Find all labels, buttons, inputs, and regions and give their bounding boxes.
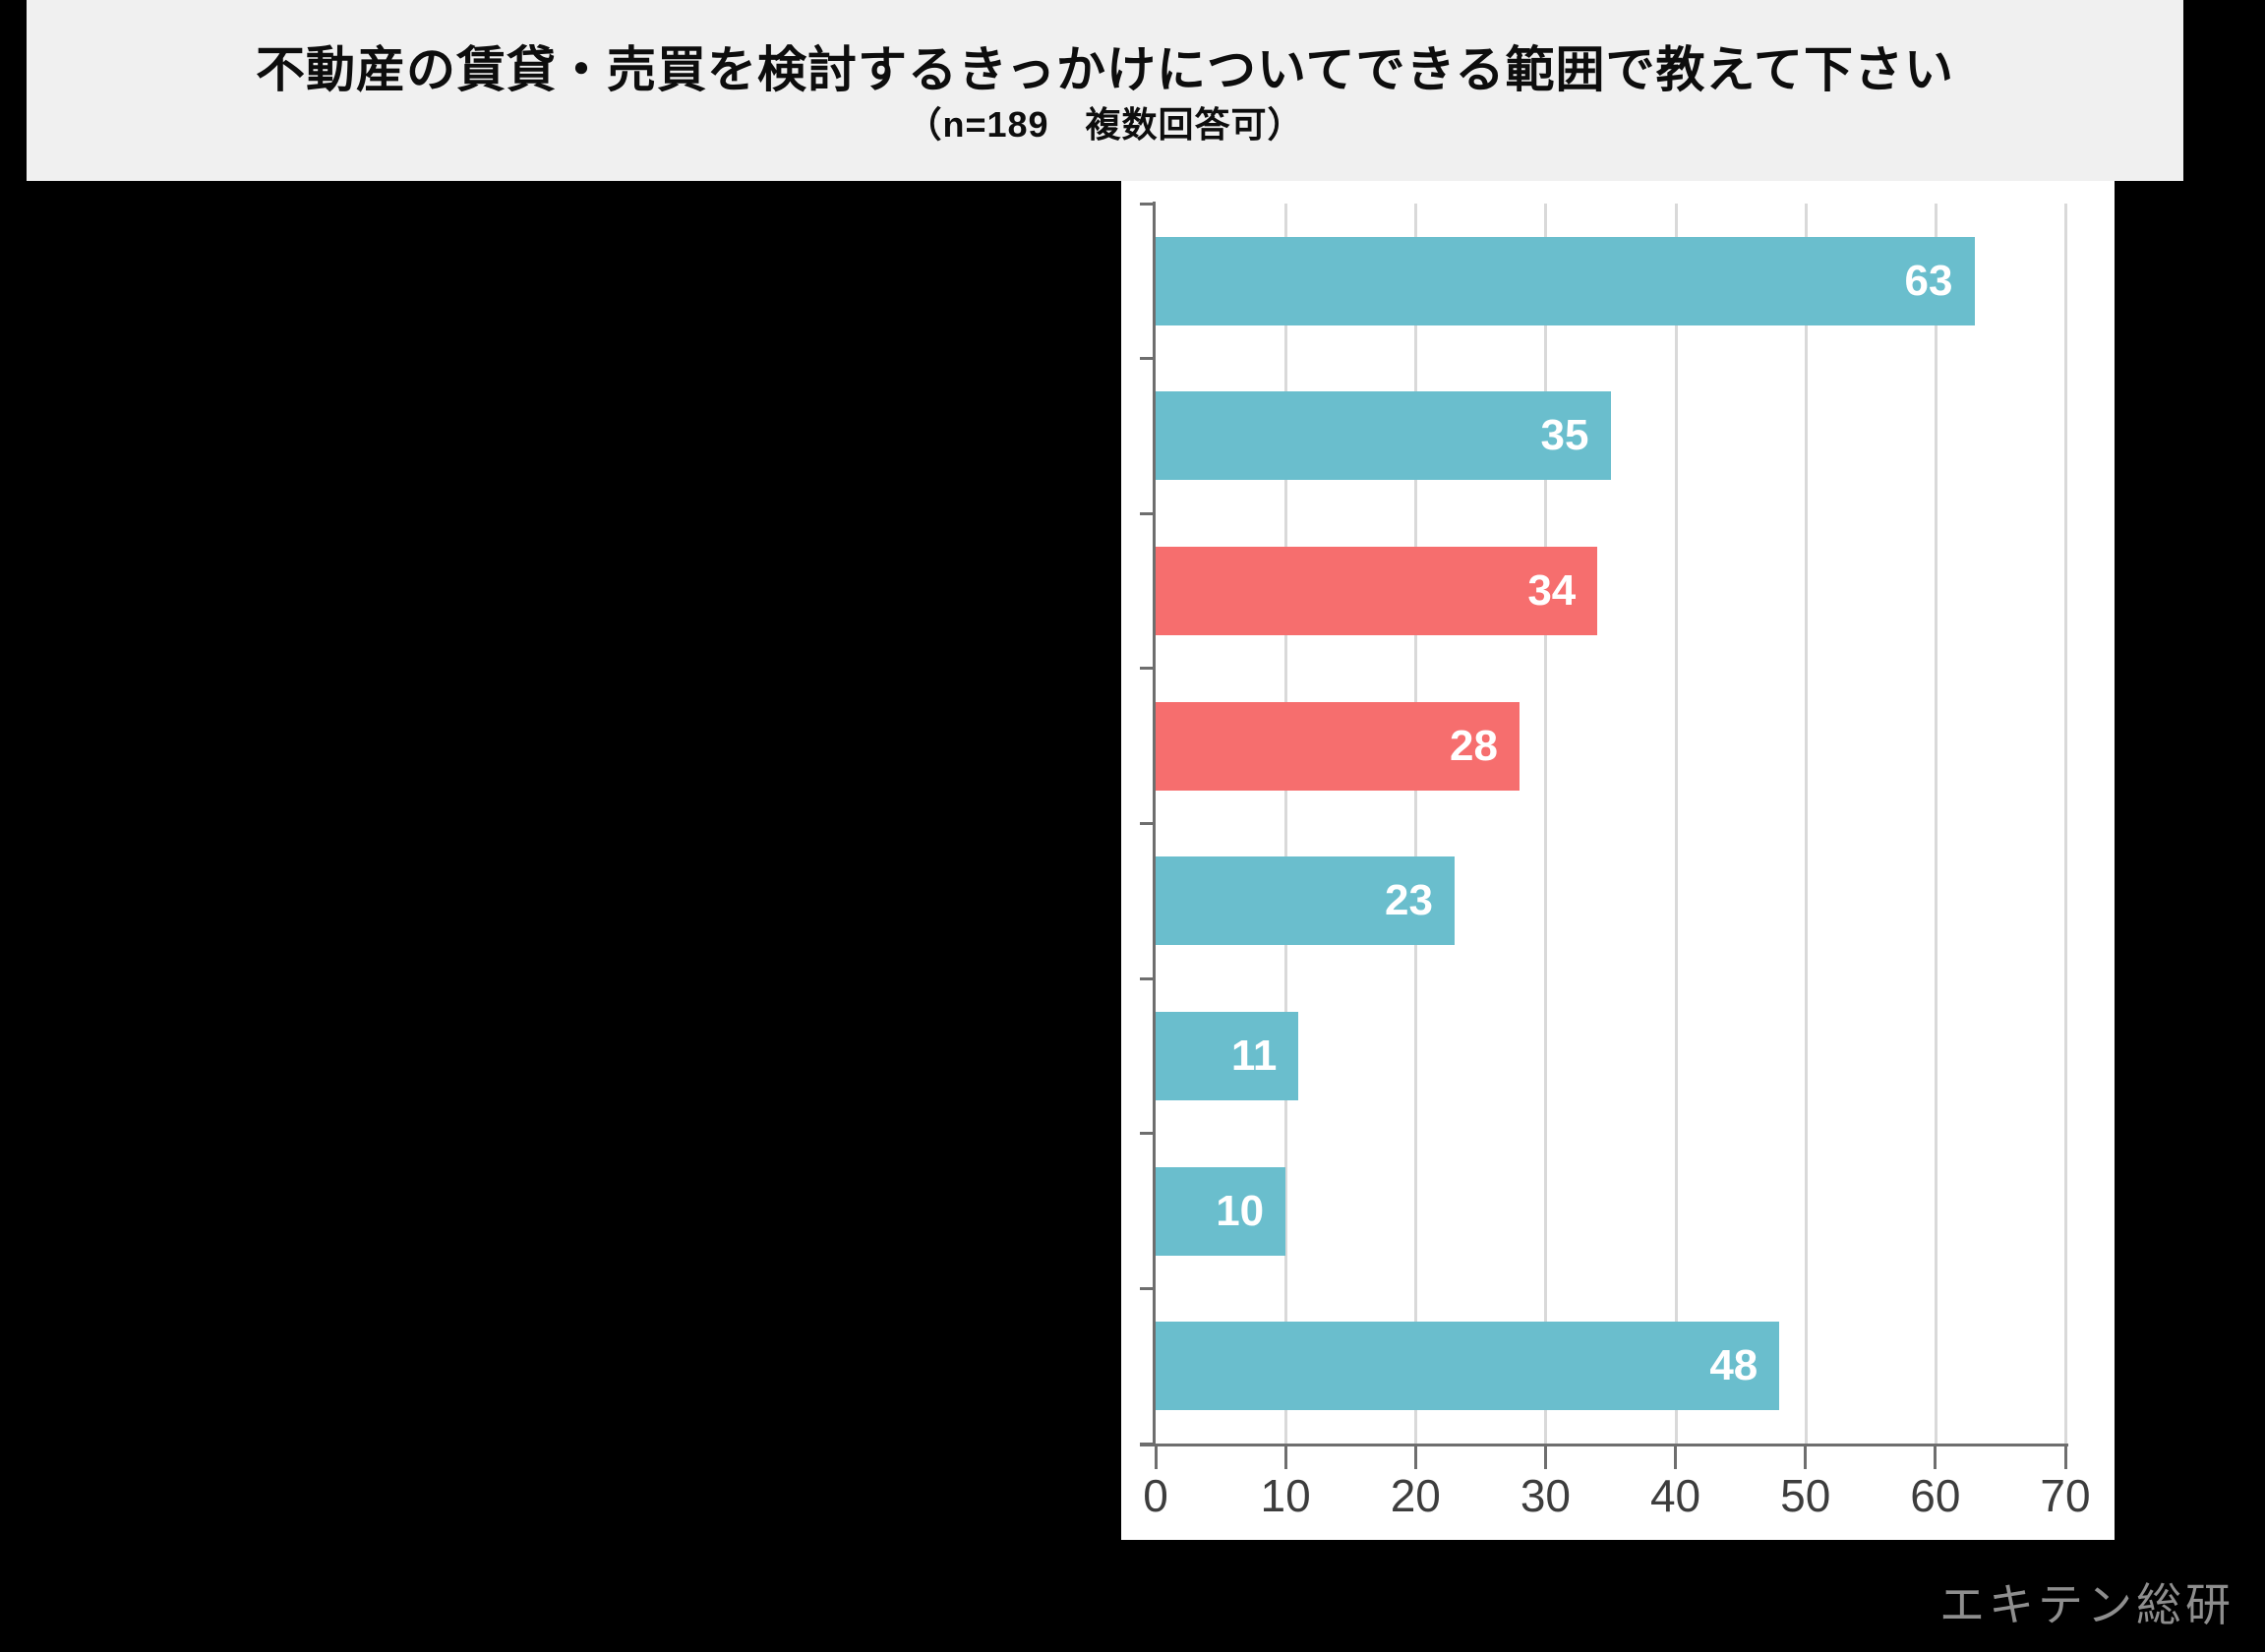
- bar: 28: [1156, 701, 1520, 791]
- x-axis-tick-label: 70: [2040, 1470, 2091, 1521]
- gridline: [1284, 204, 1288, 1444]
- x-axis-tick: [1283, 1444, 1287, 1469]
- x-axis-tick: [1804, 1444, 1808, 1469]
- bar: 23: [1156, 856, 1455, 946]
- bar: 11: [1156, 1011, 1299, 1100]
- x-axis-line: [1140, 1444, 2068, 1446]
- x-axis-tick: [1674, 1444, 1678, 1469]
- bar-value-label: 48: [1709, 1341, 1758, 1390]
- y-axis-tick: [1140, 1286, 1156, 1290]
- bar-value-label: 28: [1450, 721, 1498, 770]
- x-axis-tick: [1154, 1444, 1158, 1469]
- bar-value-label: 63: [1904, 256, 1953, 305]
- x-axis-tick: [1543, 1444, 1547, 1469]
- x-axis-tick-label: 10: [1260, 1470, 1311, 1521]
- bar: 10: [1156, 1166, 1286, 1256]
- gridline: [1674, 204, 1678, 1444]
- x-axis-tick-label: 30: [1520, 1470, 1572, 1521]
- bar-value-label: 10: [1216, 1186, 1265, 1235]
- bar: 35: [1156, 391, 1611, 481]
- gridline: [1934, 204, 1937, 1444]
- chart-title-band: 不動産の賃貸・売買を検討するきっかけについてできる範囲で教えて下さい （n=18…: [27, 0, 2183, 181]
- bar: 63: [1156, 236, 1975, 325]
- watermark-text: エキテン総研: [1939, 1579, 2235, 1630]
- gridline: [2064, 204, 2067, 1444]
- y-axis-tick: [1140, 1442, 1156, 1446]
- x-axis-tick-label: 60: [1910, 1470, 1961, 1521]
- x-axis-tick-label: 40: [1649, 1470, 1701, 1521]
- bar: 34: [1156, 547, 1598, 636]
- y-axis-tick: [1140, 202, 1156, 206]
- x-axis-tick: [2063, 1444, 2067, 1469]
- x-axis-tick: [1413, 1444, 1417, 1469]
- y-axis-tick: [1140, 976, 1156, 980]
- chart-subtitle: （n=189 複数回答可）: [906, 104, 1304, 145]
- y-axis-tick: [1140, 822, 1156, 825]
- y-axis-tick: [1140, 1132, 1156, 1136]
- gridline: [1544, 204, 1548, 1444]
- y-axis-tick: [1140, 667, 1156, 671]
- chart-title: 不動産の賃貸・売買を検討するきっかけについてできる範囲で教えて下さい: [256, 42, 1954, 97]
- x-axis-tick-label: 20: [1390, 1470, 1441, 1521]
- bar-value-label: 23: [1384, 876, 1433, 925]
- bar: 48: [1156, 1322, 1780, 1411]
- plot-area: 63 35 34 28 23 11 10 48 0 10 20 30 40 50 60 70: [1121, 181, 2115, 1540]
- x-axis-tick: [1934, 1444, 1937, 1469]
- bar-value-label: 11: [1230, 1031, 1278, 1080]
- x-axis-tick-label: 50: [1780, 1470, 1831, 1521]
- x-axis-tick-label: 0: [1143, 1470, 1168, 1521]
- gridline: [1414, 204, 1418, 1444]
- bar-value-label: 35: [1540, 411, 1589, 460]
- gridline: [1804, 204, 1808, 1444]
- y-axis-tick: [1140, 357, 1156, 361]
- bar-value-label: 34: [1527, 566, 1577, 616]
- y-axis-tick: [1140, 511, 1156, 515]
